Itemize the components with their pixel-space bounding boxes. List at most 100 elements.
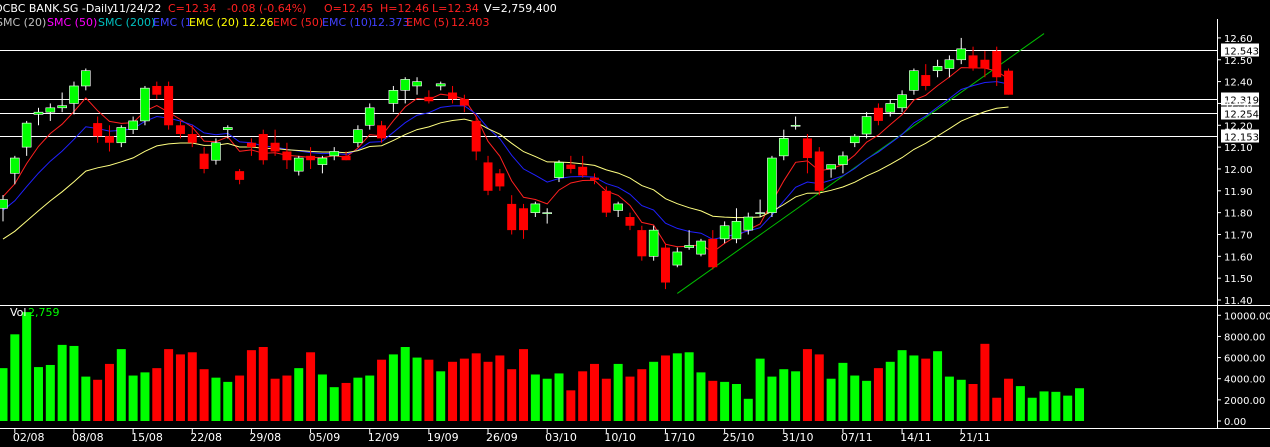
volume-bar <box>566 390 576 421</box>
candle <box>270 129 280 156</box>
candle <box>388 85 399 113</box>
volume-bar <box>45 364 55 421</box>
candle-body <box>790 124 801 127</box>
time-tick-label: 07/11 <box>841 431 873 443</box>
indicator-legend: SMC (20) SMC (50) SMC (200) EMC (1 EMC (… <box>0 16 490 29</box>
candle <box>152 81 162 100</box>
candle-body <box>329 151 340 157</box>
legend-emc-10-value: 12.373 <box>371 16 410 29</box>
volume-bar <box>341 382 351 421</box>
volume-bar <box>838 362 848 421</box>
volume-bar <box>992 397 1002 421</box>
volume-bar <box>873 368 883 421</box>
candle <box>364 103 375 130</box>
volume-bar <box>81 376 91 421</box>
candle <box>140 85 150 126</box>
candle-body <box>353 129 363 144</box>
candle-body <box>778 138 789 157</box>
candle-body <box>755 212 765 214</box>
candle-body <box>932 66 943 71</box>
volume-bar <box>187 352 197 421</box>
candle <box>69 81 79 115</box>
candle <box>246 138 256 156</box>
candle-body <box>566 164 576 169</box>
volume-bar <box>519 349 529 421</box>
legend-smc-20: SMC (20) <box>0 16 46 29</box>
volume-bar <box>921 358 931 421</box>
candle-body <box>459 99 469 106</box>
candle <box>282 142 292 169</box>
volume-bar <box>637 369 647 421</box>
volume-bar <box>329 387 339 421</box>
volume-tick-label: 2000.00 <box>1224 396 1265 407</box>
candle-body <box>483 162 493 191</box>
price-label-box <box>1221 106 1259 120</box>
candle-body <box>317 157 328 165</box>
candle <box>861 112 872 139</box>
candle <box>448 85 458 104</box>
volume-bar <box>944 376 954 421</box>
volume-bar <box>530 374 540 421</box>
candle-body <box>282 151 292 161</box>
candle-body <box>519 208 529 231</box>
price-tick-label: 12.50 <box>1224 56 1253 67</box>
candle <box>696 238 706 257</box>
candle-body <box>530 203 541 213</box>
candle <box>57 92 67 113</box>
candle <box>755 199 765 218</box>
time-tick-label: 25/10 <box>723 431 755 443</box>
candle-body <box>1004 70 1014 95</box>
candle-body <box>968 55 978 69</box>
candle <box>566 155 576 174</box>
volume-bar <box>471 353 481 421</box>
candle <box>10 155 20 185</box>
volume-bar <box>1027 397 1037 421</box>
vol-label: Vol <box>10 306 26 319</box>
candle-body <box>435 83 446 87</box>
price-label-box <box>1221 43 1259 57</box>
volume-bar <box>22 312 32 421</box>
candle <box>412 77 422 95</box>
candle-body <box>10 157 20 174</box>
volume-bar <box>377 359 387 421</box>
legend-emc-5-value: 12.403 <box>451 16 490 29</box>
open-label: O=12.45 <box>324 2 373 15</box>
volume-panel-label: Vol 2,759 <box>10 306 60 319</box>
candle <box>471 116 481 161</box>
time-tick-label: 15/08 <box>131 431 163 443</box>
price-tick-label: 12.10 <box>1224 143 1253 154</box>
volume-bar <box>152 368 162 421</box>
candle <box>317 155 328 174</box>
candle <box>590 173 599 185</box>
candle <box>164 81 174 130</box>
price-tick-label: 11.50 <box>1224 274 1253 285</box>
price-tick-label: 12.00 <box>1224 165 1253 176</box>
candle <box>909 68 919 95</box>
candle-body <box>175 125 185 135</box>
candle-body <box>471 120 481 152</box>
volume-bar <box>1039 391 1049 421</box>
volume-bar <box>743 398 753 421</box>
candle-body <box>708 238 718 268</box>
change-label: -0.08 (-0.64%) <box>227 2 306 15</box>
candle <box>743 212 754 235</box>
volume-bar <box>1051 391 1061 421</box>
candle <box>128 116 138 135</box>
volume-bar <box>116 349 126 421</box>
candle <box>802 134 812 174</box>
candle <box>578 155 588 178</box>
candle-body <box>719 225 730 240</box>
high-label: H=12.46 <box>380 2 429 15</box>
candle <box>81 68 91 91</box>
volume-bar <box>696 372 706 421</box>
candle-body <box>388 90 399 104</box>
candle-body <box>743 216 754 231</box>
time-tick-label: 19/09 <box>427 431 459 443</box>
volume-bar <box>968 384 978 421</box>
candle-body <box>33 111 44 115</box>
price-tick-label: 12.20 <box>1224 121 1253 132</box>
candle-body <box>21 122 32 148</box>
candle-body <box>542 212 552 214</box>
candle <box>980 51 990 78</box>
